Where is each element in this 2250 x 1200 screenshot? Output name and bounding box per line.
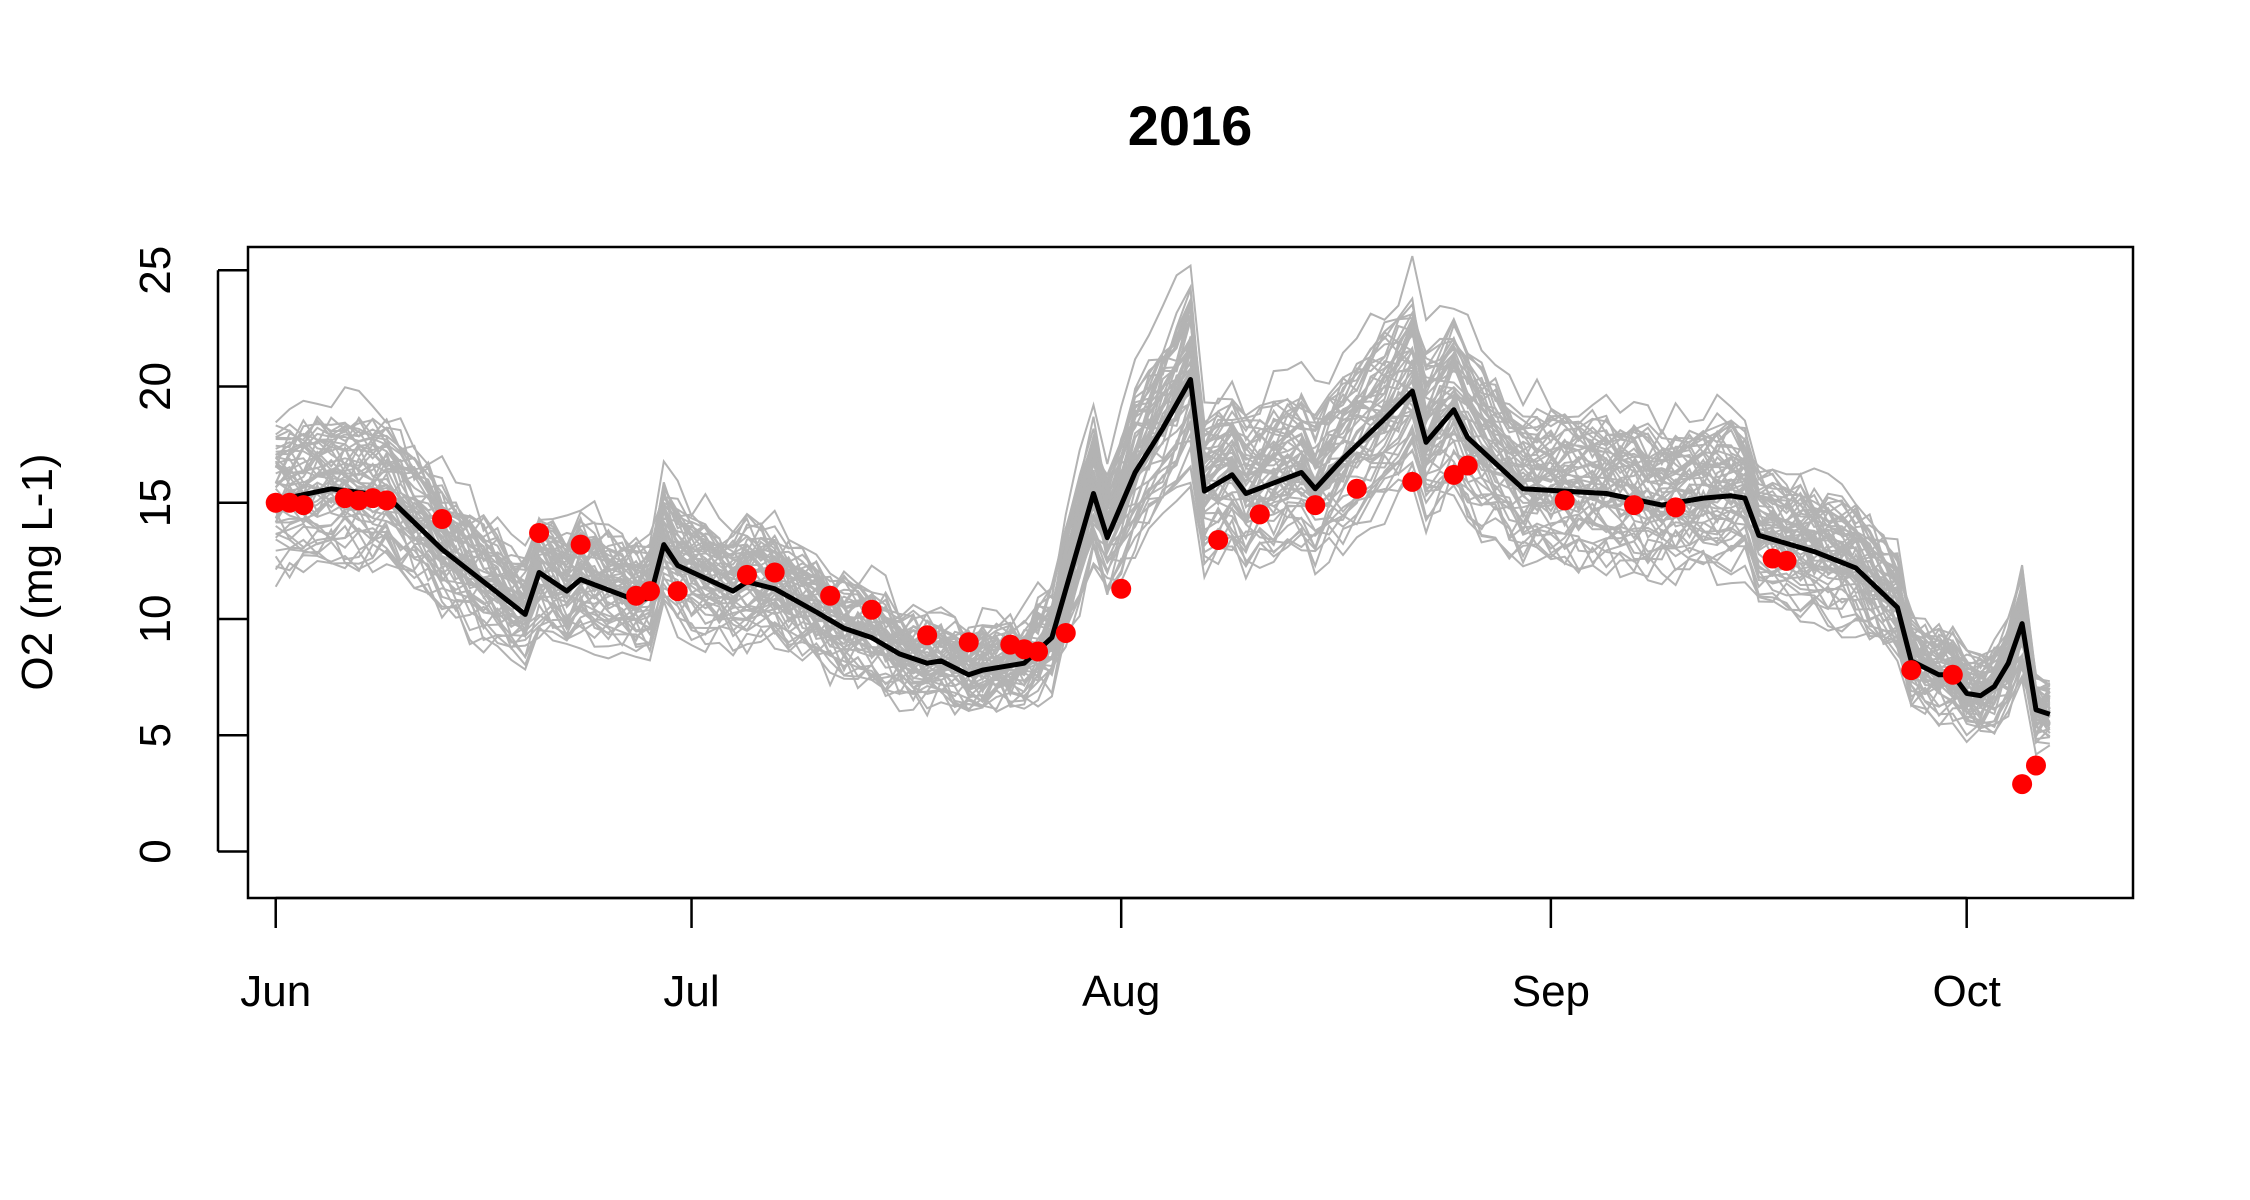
ensemble-line — [275, 439, 2051, 740]
observed-point — [1028, 641, 1049, 662]
ensemble-line — [274, 316, 2051, 709]
observed-point — [1554, 490, 1575, 511]
ensemble-line — [274, 478, 2051, 757]
observed-point — [2025, 755, 2046, 776]
ensemble-line — [274, 443, 2050, 741]
observed-point — [764, 562, 785, 583]
ensemble-line — [275, 303, 2051, 692]
observed-point — [917, 625, 938, 646]
observed-point — [2012, 774, 2033, 795]
y-tick-label: 5 — [131, 723, 180, 747]
observed-point — [529, 522, 550, 543]
observed-point — [1624, 495, 1645, 516]
observed-point — [820, 585, 841, 606]
mean-line — [275, 377, 2051, 717]
observed-point — [432, 509, 453, 530]
observed-point — [1249, 504, 1270, 525]
x-axis: Jun Jul Aug Sep Oct — [240, 896, 2001, 1016]
observed-point — [736, 564, 757, 585]
observed-points — [265, 455, 2046, 795]
x-tick-label: Sep — [1512, 967, 1590, 1016]
observed-point — [1305, 495, 1326, 516]
ensemble-line — [274, 388, 2050, 717]
y-tick-label: 25 — [131, 246, 180, 295]
observed-point — [667, 581, 688, 602]
ensemble-line — [275, 288, 2051, 686]
observed-point — [958, 632, 979, 653]
observed-point — [376, 490, 397, 511]
observed-point — [1055, 622, 1076, 643]
observed-point — [1457, 455, 1478, 476]
ensemble-line — [275, 341, 2050, 714]
observed-point — [1111, 578, 1132, 599]
observed-point — [1208, 529, 1229, 550]
x-tick-label: Jun — [240, 967, 311, 1016]
mean-series-line — [275, 377, 2051, 717]
y-tick-label: 20 — [131, 362, 180, 411]
observed-point — [265, 492, 286, 513]
ensemble-line — [275, 255, 2051, 694]
observed-point — [1942, 664, 1963, 685]
observed-point — [1776, 550, 1797, 571]
y-tick-label: 0 — [131, 839, 180, 863]
y-axis: 0 5 10 15 20 25 — [131, 246, 248, 864]
ensemble-line — [274, 365, 2051, 719]
observed-point — [1346, 478, 1367, 499]
chart-title: 2016 — [1128, 94, 1253, 157]
observed-point — [861, 599, 882, 620]
observed-point — [1901, 660, 1922, 681]
ensemble-lines — [274, 255, 2051, 757]
observed-point — [1665, 497, 1686, 518]
y-axis-label: O2 (mg L-1) — [13, 453, 62, 690]
observed-point — [1402, 471, 1423, 492]
x-tick-label: Oct — [1932, 967, 2000, 1016]
x-tick-label: Aug — [1082, 967, 1160, 1016]
y-tick-label: 15 — [131, 478, 180, 527]
observed-point — [639, 581, 660, 602]
observed-point — [570, 534, 591, 555]
ensemble-line — [275, 419, 2051, 738]
x-tick-label: Jul — [663, 967, 719, 1016]
y-tick-label: 10 — [131, 595, 180, 644]
observed-point — [293, 495, 314, 516]
